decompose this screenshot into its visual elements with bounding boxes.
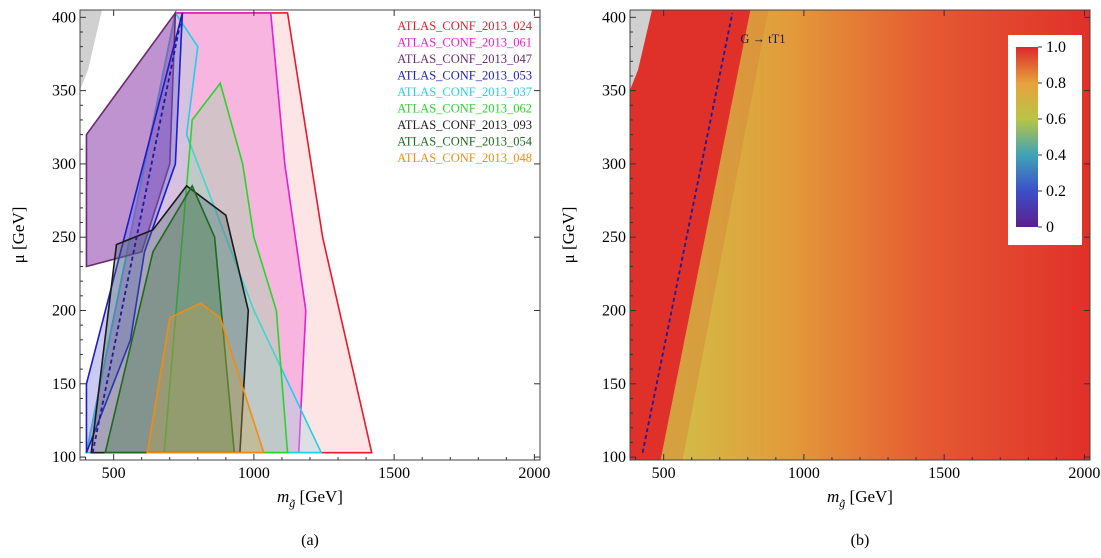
x-axis-label-base: m bbox=[827, 487, 839, 506]
exclusion-regions bbox=[80, 10, 373, 454]
legend-entry: ATLAS_CONF_2013_054 bbox=[397, 135, 532, 149]
legend-entry: ATLAS_CONF_2013_047 bbox=[397, 52, 532, 66]
y-tick-label: 100 bbox=[52, 449, 76, 466]
legend-entry: ATLAS_CONF_2013_061 bbox=[397, 36, 532, 50]
x-axis-label-base: m bbox=[277, 487, 289, 506]
line-annotation: G → tT1 bbox=[740, 32, 785, 46]
y-tick-label: 200 bbox=[602, 302, 626, 319]
y-tick-label: 350 bbox=[52, 83, 76, 100]
legend: ATLAS_CONF_2013_024 ATLAS_CONF_2013_061 AT… bbox=[397, 19, 532, 165]
x-tick-label: 1000 bbox=[788, 465, 820, 482]
panel-b: G → tT1 500 1000 1500 2000 100 150 200 250 300 35… bbox=[559, 9, 1100, 510]
y-tick-label: 150 bbox=[52, 376, 76, 393]
colorbar-tick-label: 0.8 bbox=[1046, 75, 1066, 92]
y-tick-label: 150 bbox=[602, 376, 626, 393]
x-tick-label: 1500 bbox=[928, 465, 960, 482]
axes-a: 500 1000 1500 2000 100 150 200 250 300 350 400 mg̃ … bbox=[9, 9, 550, 510]
gluino-decay-line bbox=[91, 12, 184, 453]
heatmap-transition-band bbox=[660, 10, 769, 460]
colorbar: 1.0 0.8 0.6 0.4 0.2 0 bbox=[1008, 35, 1082, 245]
region-atlas-conf-2013-047 bbox=[85, 10, 177, 268]
legend-entry: ATLAS_CONF_2013_048 bbox=[397, 151, 532, 165]
colorbar-tick-label: 0.2 bbox=[1046, 183, 1066, 200]
colorbar-tick-label: 0.6 bbox=[1046, 111, 1066, 128]
colorbar-tick-label: 0 bbox=[1046, 219, 1054, 236]
legend-entry: ATLAS_CONF_2013_037 bbox=[397, 85, 532, 99]
colorbar-gradient bbox=[1016, 47, 1038, 227]
x-axis-label-unit: [GeV] bbox=[295, 487, 343, 506]
colorbar-tick-label: 0.4 bbox=[1046, 147, 1066, 164]
y-tick-label: 250 bbox=[52, 229, 76, 246]
x-axis-label-unit: [GeV] bbox=[845, 487, 893, 506]
legend-entry: ATLAS_CONF_2013_053 bbox=[397, 69, 532, 83]
region-atlas-conf-2013-037 bbox=[85, 10, 323, 454]
caption-b: (b) bbox=[851, 532, 870, 549]
y-tick-label: 100 bbox=[602, 449, 626, 466]
colorbar-tick-label: 1.0 bbox=[1046, 39, 1066, 56]
y-tick-label: 200 bbox=[52, 302, 76, 319]
x-tick-label: 2000 bbox=[1068, 465, 1100, 482]
gluino-decay-line bbox=[641, 12, 734, 453]
x-axis-label: mg̃ [GeV] bbox=[277, 487, 343, 510]
x-tick-label: 500 bbox=[102, 465, 126, 482]
panel-a: 500 1000 1500 2000 100 150 200 250 300 350 400 mg̃ … bbox=[9, 9, 550, 510]
y-tick-label: 400 bbox=[52, 9, 76, 26]
heatmap-high-region bbox=[630, 10, 751, 460]
x-tick-label: 1000 bbox=[238, 465, 270, 482]
y-tick-label: 400 bbox=[602, 9, 626, 26]
legend-entry: ATLAS_CONF_2013_024 bbox=[397, 19, 532, 33]
y-tick-label: 350 bbox=[602, 83, 626, 100]
y-tick-label: 300 bbox=[52, 156, 76, 173]
legend-entry: ATLAS_CONF_2013_062 bbox=[397, 102, 532, 116]
y-axis-label: μ [GeV] bbox=[559, 207, 578, 264]
x-tick-label: 1500 bbox=[378, 465, 410, 482]
caption-a: (a) bbox=[301, 532, 319, 549]
x-tick-label: 500 bbox=[652, 465, 676, 482]
theory-excluded-region bbox=[80, 10, 102, 90]
y-tick-label: 300 bbox=[602, 156, 626, 173]
theory-excluded-region bbox=[630, 10, 652, 90]
axes-b: 500 1000 1500 2000 100 150 200 250 300 350 400 mg̃ … bbox=[559, 9, 1100, 510]
x-axis-label-sub: g̃ bbox=[289, 496, 295, 510]
y-tick-label: 250 bbox=[602, 229, 626, 246]
x-axis-label-sub: g̃ bbox=[839, 496, 845, 510]
region-atlas-conf-2013-048 bbox=[146, 302, 265, 454]
x-tick-label: 2000 bbox=[518, 465, 550, 482]
legend-entry: ATLAS_CONF_2013_093 bbox=[397, 118, 532, 132]
x-axis-label: mg̃ [GeV] bbox=[827, 487, 893, 510]
y-axis-label: μ [GeV] bbox=[9, 207, 28, 264]
